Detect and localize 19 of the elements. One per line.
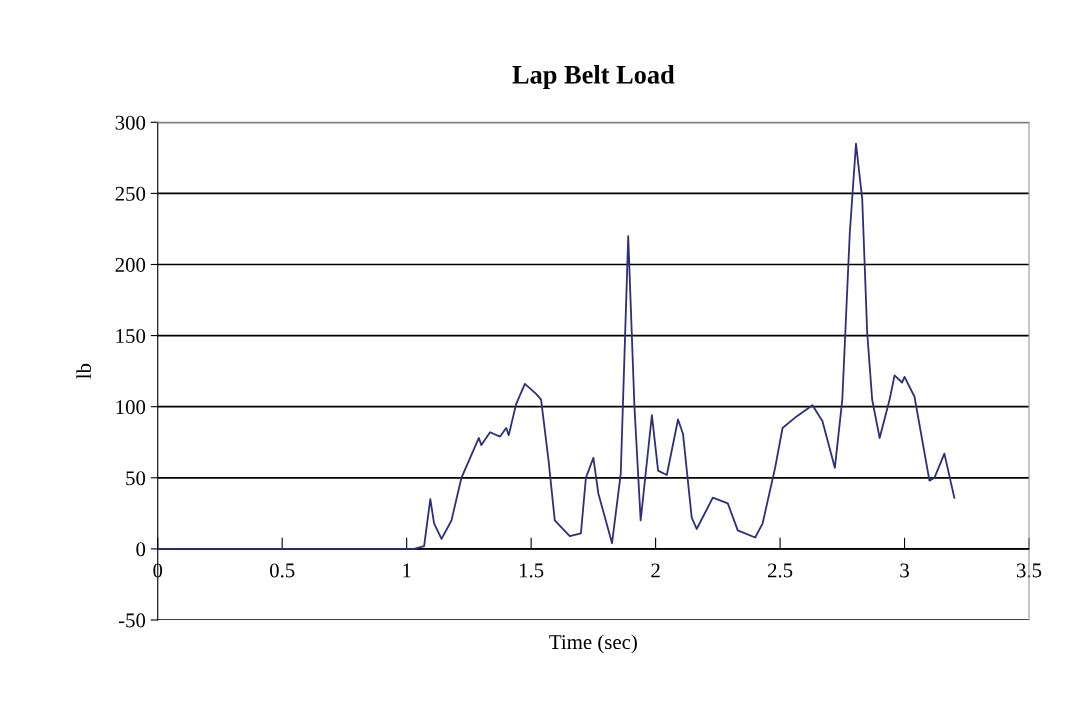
y-tick-label: -50 xyxy=(118,613,146,628)
x-tick-label: 3.5 xyxy=(1016,563,1042,578)
y-tick-label: 200 xyxy=(115,257,146,272)
x-axis-title: Time (sec) xyxy=(549,634,637,654)
x-tick-label: 0.5 xyxy=(269,563,295,578)
x-tick-label: 2 xyxy=(651,563,660,578)
x-tick-label: 2.5 xyxy=(767,563,793,578)
x-tick-label: 3 xyxy=(900,563,909,578)
x-tick-label: 1 xyxy=(403,563,411,578)
y-tick-label: 50 xyxy=(126,471,146,486)
y-axis-title: lb xyxy=(76,363,91,379)
x-tick-label: 1.5 xyxy=(519,563,544,578)
y-tick-label: 150 xyxy=(116,328,146,344)
y-tick-label: 250 xyxy=(115,186,146,201)
y-tick-label: 300 xyxy=(115,115,146,130)
line-series xyxy=(157,142,956,550)
y-tick-label: 100 xyxy=(116,400,146,415)
y-tick-label: 0 xyxy=(136,542,146,557)
chart-title: Lap Belt Load xyxy=(512,65,675,90)
